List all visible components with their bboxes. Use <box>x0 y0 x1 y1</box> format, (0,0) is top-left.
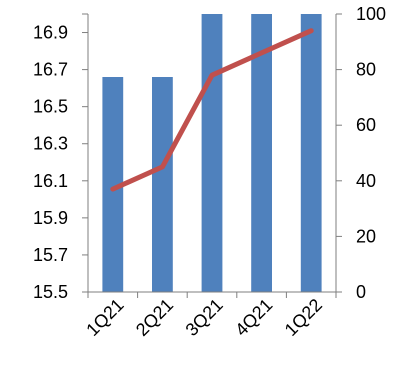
right-axis-ticks: 0 20 40 60 80 100 <box>336 4 386 302</box>
left-tick-label: 16.9 <box>33 23 68 43</box>
left-tick-label: 16.5 <box>33 97 68 117</box>
right-tick-label: 100 <box>356 4 386 24</box>
right-tick-label: 20 <box>356 226 376 246</box>
line-point-1Q21 <box>112 188 114 190</box>
bar-3Q21 <box>201 14 223 292</box>
x-tick-label: 1Q22 <box>281 295 326 340</box>
bar-1Q22 <box>300 14 322 292</box>
bar-4Q21 <box>251 14 272 292</box>
line-point-2Q21 <box>161 166 163 168</box>
left-axis-ticks: 15.5 15.7 15.9 16.1 16.3 16.5 16.7 16.9 <box>33 13 88 302</box>
line-point-1Q22 <box>310 30 312 32</box>
line-point-3Q21 <box>211 74 213 76</box>
line-series-layer <box>110 28 314 192</box>
x-tick-label: 4Q21 <box>231 295 276 340</box>
left-tick-label: 15.9 <box>33 208 68 228</box>
left-tick-label: 16.1 <box>33 171 68 191</box>
left-tick-label: 15.7 <box>33 245 68 265</box>
right-tick-label: 60 <box>356 115 376 135</box>
right-tick-label: 40 <box>356 171 376 191</box>
x-tick-label: 2Q21 <box>132 295 177 340</box>
left-tick-label: 16.7 <box>33 60 68 80</box>
line-point-4Q21 <box>261 52 263 54</box>
bar-1Q21 <box>102 77 124 292</box>
left-tick-label: 15.5 <box>33 282 68 302</box>
right-tick-label: 0 <box>356 282 366 302</box>
left-tick-label: 16.3 <box>33 134 68 154</box>
x-axis-ticks: 1Q21 2Q21 3Q21 4Q21 1Q22 <box>82 292 337 340</box>
x-tick-label: 3Q21 <box>182 295 227 340</box>
right-tick-label: 80 <box>356 60 376 80</box>
x-tick-label: 1Q21 <box>82 295 127 340</box>
bar-2Q21 <box>152 77 173 292</box>
axes <box>87 14 337 293</box>
bar-series <box>102 14 322 292</box>
